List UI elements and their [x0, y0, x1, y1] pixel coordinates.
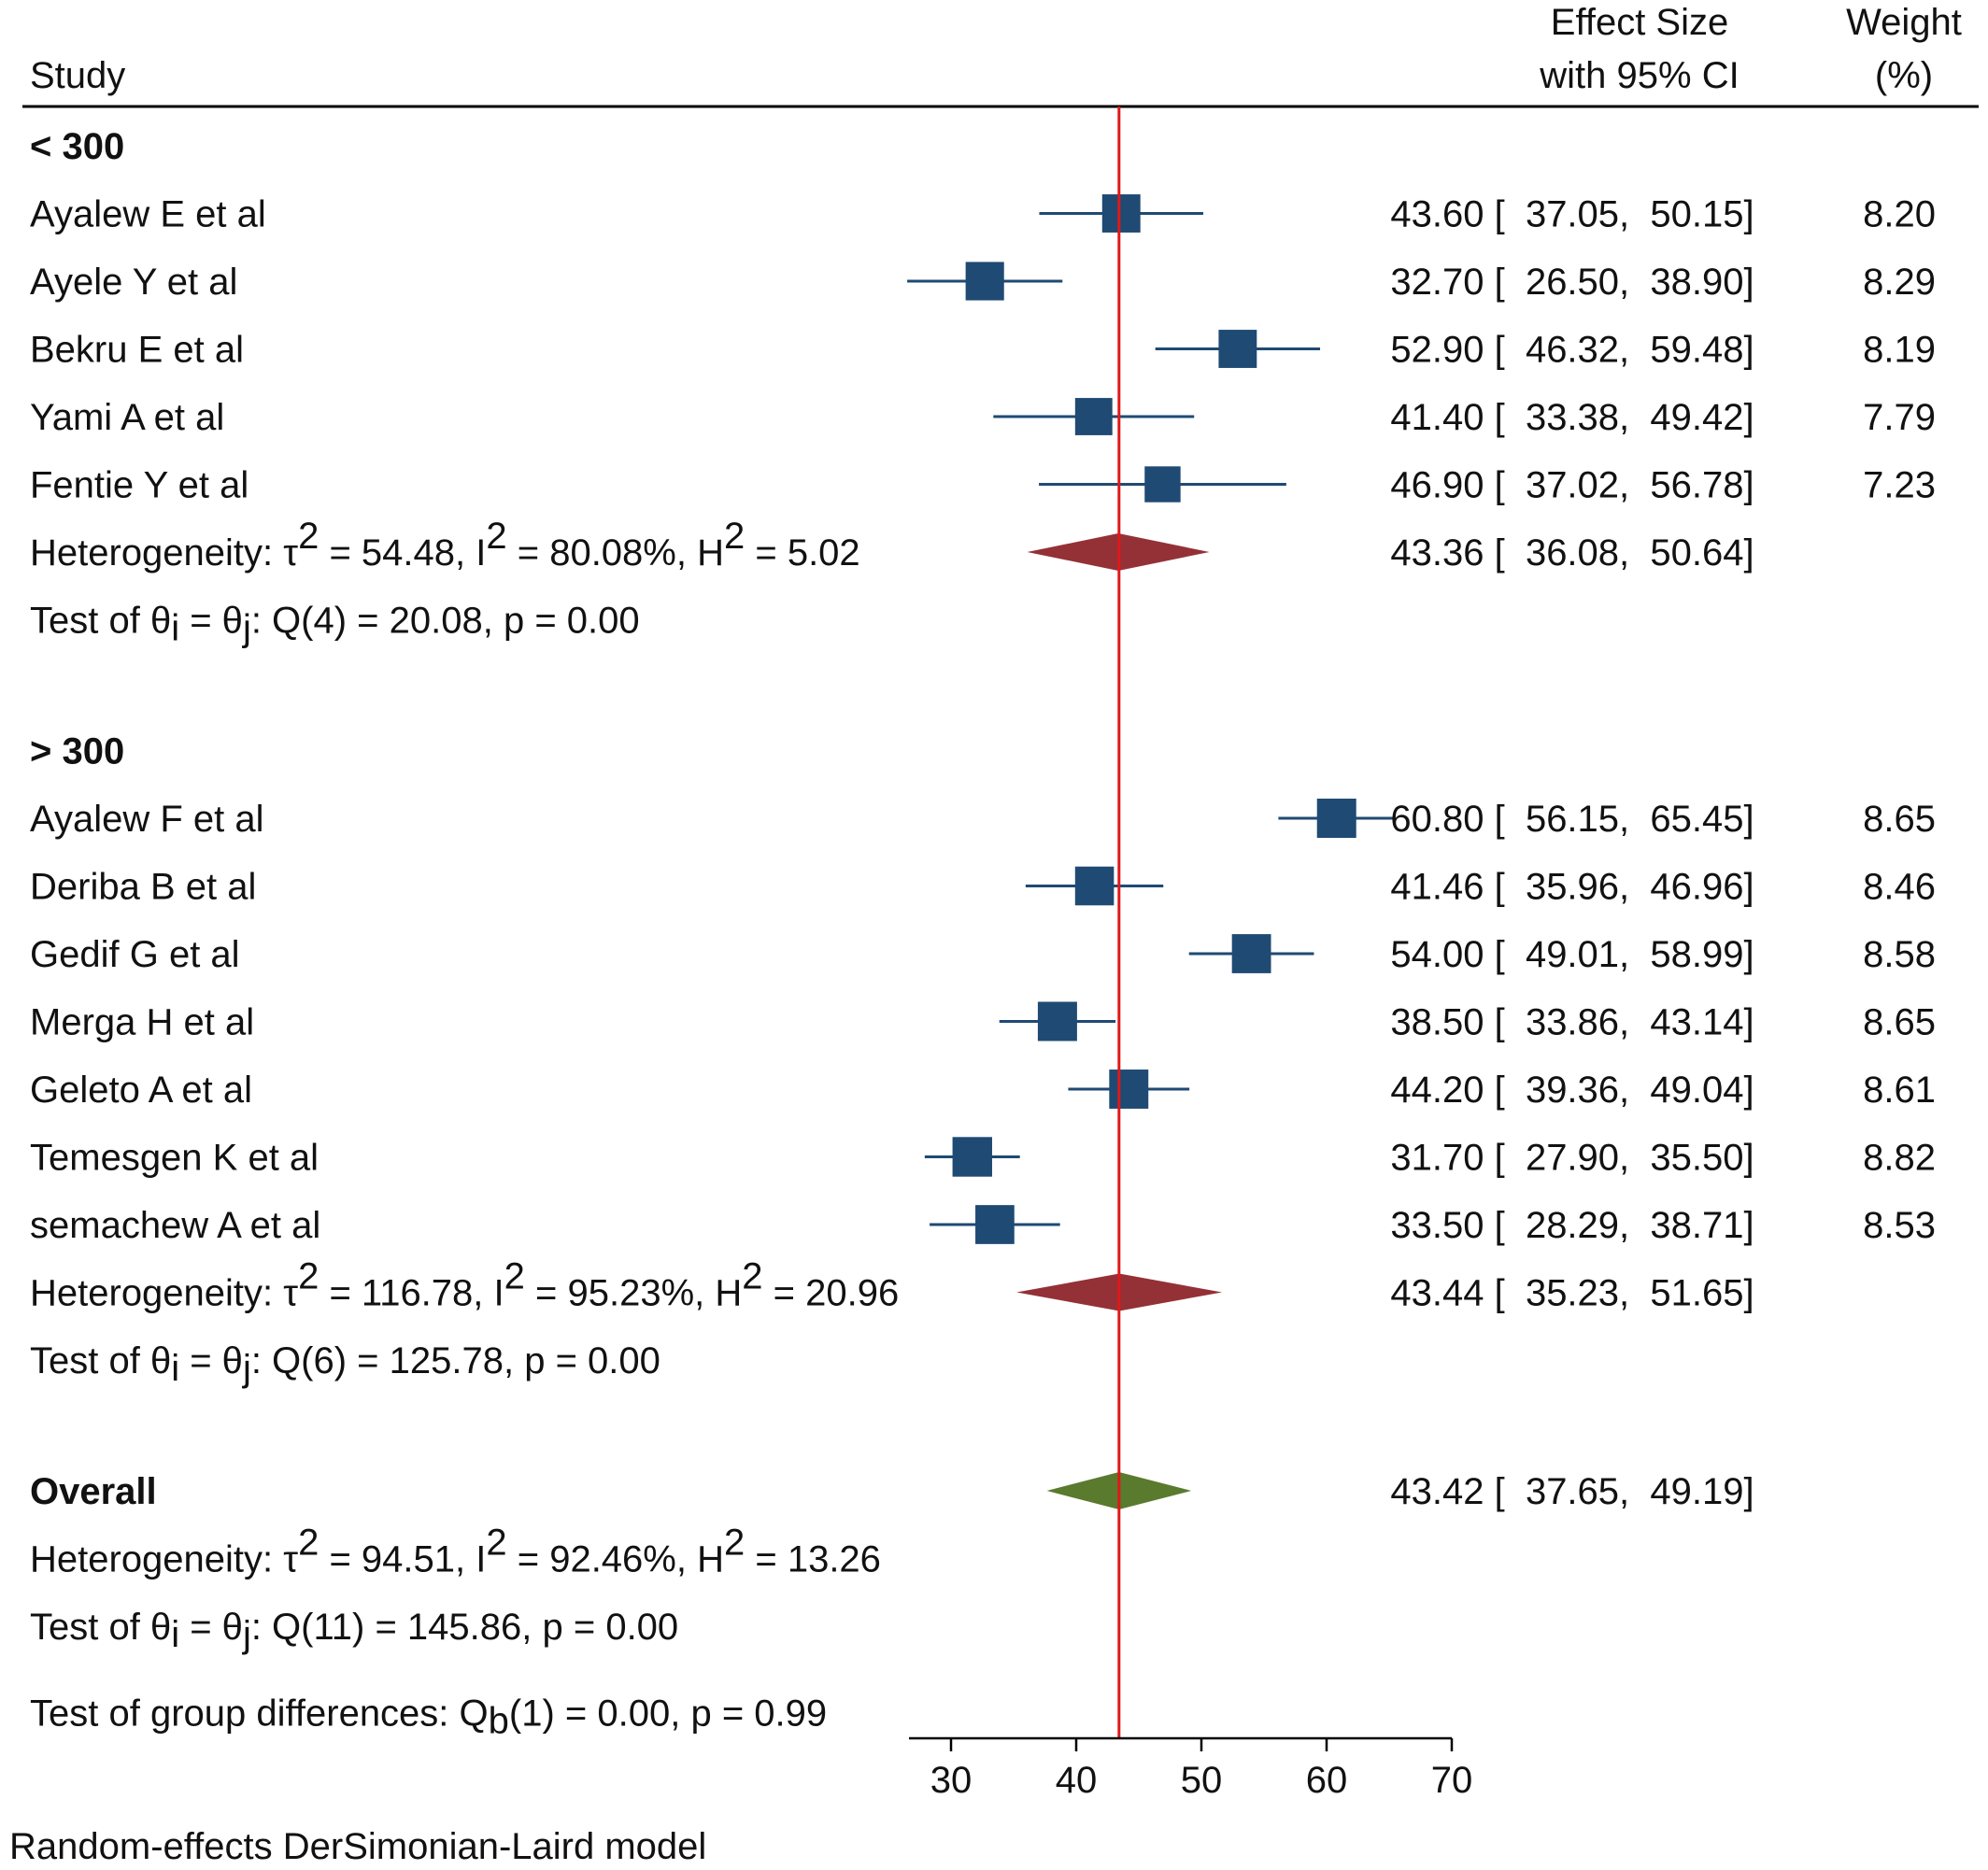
study-square	[1074, 398, 1113, 435]
study-ci: 38.50 [ 33.86, 43.14]	[1390, 1002, 1754, 1043]
overall-test: Test of θi = θj: Q(11) = 145.86, p = 0.0…	[30, 1607, 678, 1655]
study-label: Ayalew E et al	[30, 194, 266, 235]
study-weight: 8.61	[1863, 1070, 1936, 1111]
study-weight: 8.65	[1863, 1002, 1936, 1043]
x-tick-label: 60	[1306, 1760, 1348, 1801]
study-weight: 7.23	[1863, 465, 1936, 506]
header-ci: with 95% CI	[1539, 55, 1739, 96]
study-ci: 41.46 [ 35.96, 46.96]	[1390, 867, 1754, 908]
study-ci: 43.60 [ 37.05, 50.15]	[1390, 194, 1754, 235]
study-square	[1218, 330, 1257, 368]
study-weight: 8.82	[1863, 1138, 1936, 1179]
study-weight: 8.29	[1863, 262, 1936, 303]
study-label: Geleto A et al	[30, 1070, 252, 1111]
study-square	[1316, 799, 1356, 838]
group-differences-test: Test of group differences: Qb(1) = 0.00,…	[30, 1693, 827, 1742]
model-note: Random-effects DerSimonian-Laird model	[9, 1826, 706, 1867]
study-label: Bekru E et al	[30, 330, 244, 371]
header-effect-size: Effect Size	[1551, 2, 1728, 43]
study-weight: 8.58	[1863, 934, 1936, 975]
study-label: Ayele Y et al	[30, 262, 237, 303]
group-test: Test of θi = θj: Q(4) = 20.08, p = 0.00	[30, 601, 640, 649]
group-test: Test of θi = θj: Q(6) = 125.78, p = 0.00	[30, 1340, 660, 1389]
study-weight: 8.65	[1863, 799, 1936, 840]
overall-ci: 43.42 [ 37.65, 49.19]	[1390, 1471, 1754, 1512]
study-ci: 54.00 [ 49.01, 58.99]	[1390, 934, 1754, 975]
plot-marks	[907, 106, 1396, 1738]
study-square	[1074, 866, 1115, 906]
study-label: Temesgen K et al	[30, 1138, 319, 1179]
study-label: Ayalew F et al	[30, 799, 264, 840]
group-label: < 300	[30, 126, 124, 167]
study-label: Merga H et al	[30, 1002, 254, 1043]
group-summary-ci: 43.44 [ 35.23, 51.65]	[1390, 1273, 1754, 1314]
study-square	[975, 1205, 1015, 1244]
study-label: semachew A et al	[30, 1205, 320, 1246]
study-ci: 46.90 [ 37.02, 56.78]	[1390, 465, 1754, 506]
study-weight: 8.53	[1863, 1205, 1936, 1246]
study-square	[952, 1137, 992, 1177]
study-label: Yami A et al	[30, 397, 224, 438]
study-weight: 7.79	[1863, 397, 1936, 438]
study-square	[1231, 934, 1271, 973]
overall-heterogeneity: Heterogeneity: τ2 = 94.51, I2 = 92.46%, …	[30, 1523, 881, 1580]
study-ci: 41.40 [ 33.38, 49.42]	[1390, 397, 1754, 438]
group-heterogeneity: Heterogeneity: τ2 = 54.48, I2 = 80.08%, …	[30, 516, 860, 574]
study-ci: 52.90 [ 46.32, 59.48]	[1390, 330, 1754, 371]
study-square	[1144, 466, 1181, 503]
header-study: Study	[30, 55, 125, 96]
x-tick-label: 30	[930, 1760, 973, 1801]
x-tick-label: 50	[1181, 1760, 1223, 1801]
study-weight: 8.46	[1863, 867, 1936, 908]
study-ci: 31.70 [ 27.90, 35.50]	[1390, 1138, 1754, 1179]
overall-label: Overall	[30, 1471, 157, 1512]
x-tick-label: 70	[1431, 1760, 1473, 1801]
study-square	[1037, 1001, 1077, 1041]
study-label: Deriba B et al	[30, 867, 256, 908]
study-square	[1101, 194, 1141, 233]
study-label: Fentie Y et al	[30, 465, 248, 506]
study-square	[965, 262, 1004, 301]
study-square	[1109, 1070, 1149, 1109]
study-ci: 60.80 [ 56.15, 65.45]	[1390, 799, 1754, 840]
header-weight: Weight	[1846, 2, 1962, 43]
x-axis: 30 40 50 60 70	[909, 1736, 1473, 1801]
study-ci: 33.50 [ 28.29, 38.71]	[1390, 1205, 1754, 1246]
study-weight: 8.20	[1863, 194, 1936, 235]
header-weight-unit: (%)	[1875, 55, 1933, 96]
group-label: > 300	[30, 731, 124, 772]
study-ci: 32.70 [ 26.50, 38.90]	[1390, 262, 1754, 303]
study-weight: 8.19	[1863, 330, 1936, 371]
group-heterogeneity: Heterogeneity: τ2 = 116.78, I2 = 95.23%,…	[30, 1256, 899, 1314]
x-tick-label: 40	[1056, 1760, 1098, 1801]
study-label: Gedif G et al	[30, 934, 240, 975]
study-ci: 44.20 [ 39.36, 49.04]	[1390, 1070, 1754, 1111]
plot-rows: < 300 Ayalew E et al 43.60 [ 37.05, 50.15]…	[30, 126, 1936, 1742]
group-summary-ci: 43.36 [ 36.08, 50.64]	[1390, 532, 1754, 574]
